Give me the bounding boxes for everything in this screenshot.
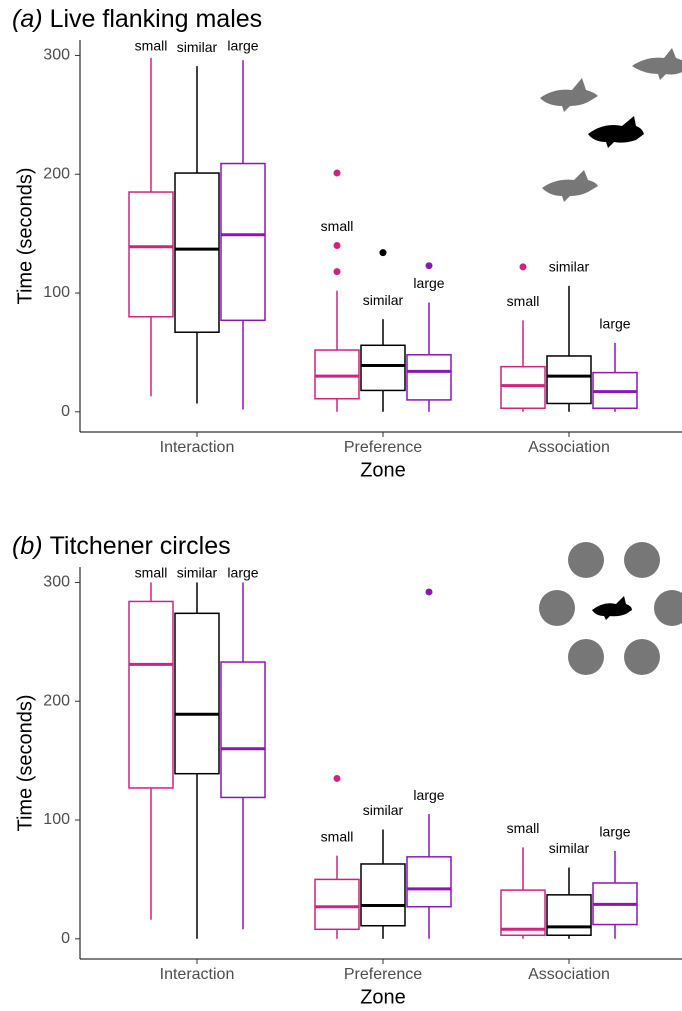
box <box>407 857 451 907</box>
outlier <box>380 249 387 256</box>
box <box>361 864 405 926</box>
series-label: large <box>413 787 444 803</box>
x-axis-title: Zone <box>360 459 406 481</box>
series-label: large <box>413 275 444 291</box>
series-label: similar <box>363 292 404 308</box>
box <box>221 662 265 797</box>
y-tick-label: 200 <box>43 165 70 182</box>
box <box>407 355 451 400</box>
outlier <box>520 263 527 270</box>
panel: (b)Titchener circles 0 100 200 300 Time (seco… <box>12 532 682 1009</box>
x-tick-label: Association <box>528 966 610 983</box>
series-label: small <box>135 38 168 54</box>
x-tick-label: Preference <box>344 966 422 983</box>
x-axis-title: Zone <box>360 986 406 1008</box>
y-tick-label: 0 <box>61 930 70 947</box>
outlier <box>334 775 341 782</box>
series-label: small <box>321 218 354 234</box>
series-label: small <box>135 565 168 581</box>
x-tick-label: Interaction <box>160 439 235 456</box>
y-tick-label: 0 <box>61 403 70 420</box>
box <box>175 173 219 332</box>
x-tick-label: Preference <box>344 439 422 456</box>
panel-label: (a) <box>12 5 43 33</box>
series-label: similar <box>549 840 590 856</box>
series-label: small <box>507 820 540 836</box>
outlier <box>426 588 433 595</box>
series-label: small <box>507 293 540 309</box>
series-label: large <box>227 38 258 54</box>
series-label: large <box>599 316 630 332</box>
series-label: large <box>599 824 630 840</box>
x-tick-label: Interaction <box>160 966 235 983</box>
outlier <box>426 262 433 269</box>
box <box>129 601 173 787</box>
outlier <box>334 268 341 275</box>
y-tick-label: 300 <box>43 574 70 591</box>
series-label: small <box>321 828 354 844</box>
y-tick-label: 100 <box>43 284 70 301</box>
panel-label: (b) <box>12 532 43 560</box>
panel-title: (b)Titchener circles <box>12 532 231 560</box>
x-tick-label: Association <box>528 439 610 456</box>
box <box>547 895 591 935</box>
outlier <box>334 242 341 249</box>
panel: (a)Live flanking males 0 100 200 300 Time (se… <box>12 5 682 482</box>
series-label: similar <box>177 39 218 55</box>
y-tick-label: 100 <box>43 811 70 828</box>
box <box>501 367 545 409</box>
y-axis-title: Time (seconds) <box>14 167 36 304</box>
fish-icons <box>540 48 682 202</box>
y-tick-label: 300 <box>43 47 70 64</box>
series-label: similar <box>177 565 218 581</box>
box <box>175 613 219 773</box>
figure: (a)Live flanking males 0 100 200 300 Time (se… <box>0 0 682 1011</box>
panel-title-text: Titchener circles <box>50 532 231 560</box>
series-label: similar <box>363 802 404 818</box>
y-axis-title: Time (seconds) <box>14 694 36 831</box>
fish-icon <box>592 596 632 620</box>
box <box>361 345 405 390</box>
fish-icon <box>588 116 644 148</box>
series-label: large <box>227 565 258 581</box>
panel-title-text: Live flanking males <box>50 5 263 33</box>
outlier <box>334 170 341 177</box>
box <box>315 350 359 399</box>
box <box>129 192 173 317</box>
box <box>315 879 359 929</box>
panel-title: (a)Live flanking males <box>12 5 262 33</box>
box <box>221 164 265 321</box>
box <box>547 356 591 404</box>
y-tick-label: 200 <box>43 692 70 709</box>
series-label: similar <box>549 259 590 275</box>
